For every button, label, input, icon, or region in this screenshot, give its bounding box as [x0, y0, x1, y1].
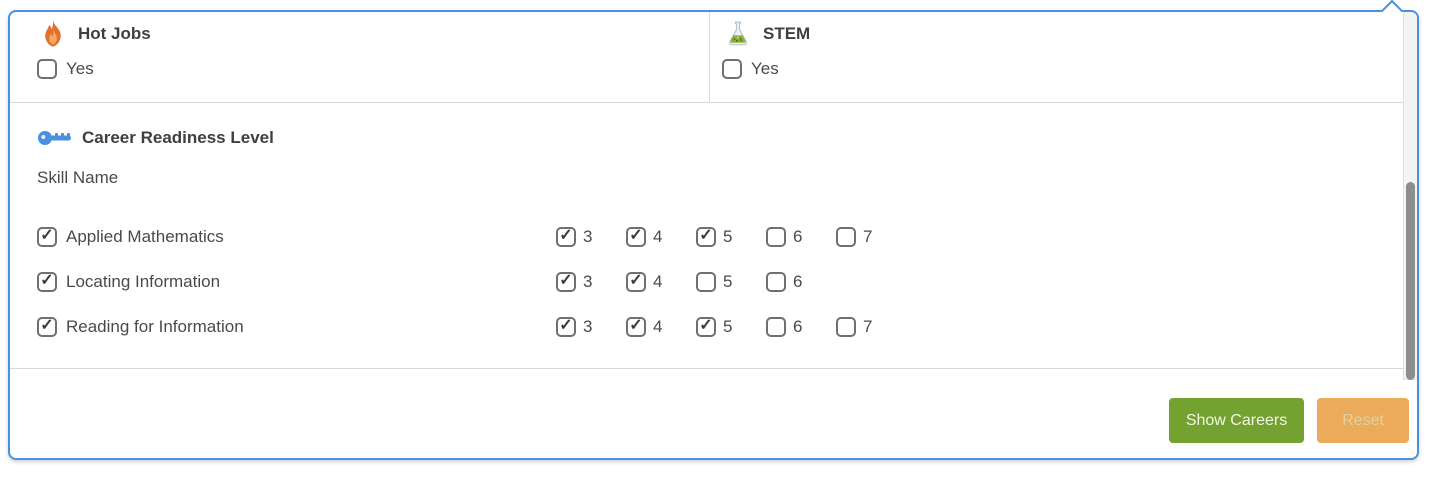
level-label: 4 — [653, 226, 663, 246]
stem-yes-option[interactable]: Yes — [722, 59, 779, 79]
level-option[interactable]: 7 — [836, 316, 906, 337]
level-label: 3 — [583, 316, 593, 336]
panel-footer: Show Careers Reset — [10, 368, 1417, 458]
level-label: 3 — [583, 271, 593, 291]
hot-jobs-yes-checkbox[interactable] — [37, 59, 57, 79]
level-checkbox[interactable] — [626, 226, 646, 247]
level-checkbox[interactable] — [836, 316, 856, 337]
level-label: 5 — [723, 316, 733, 336]
level-option[interactable]: 6 — [766, 226, 836, 247]
level-option[interactable]: 3 — [556, 271, 626, 292]
level-option[interactable]: 7 — [836, 226, 906, 247]
skill-locating-information-label: Locating Information — [66, 271, 221, 291]
skill-row-applied-mathematics: Applied Mathematics 3 4 5 — [37, 214, 1417, 259]
level-option[interactable]: 3 — [556, 226, 626, 247]
level-checkbox[interactable] — [766, 316, 786, 337]
hot-jobs-header: Hot Jobs — [37, 18, 709, 50]
fire-icon — [37, 19, 69, 49]
skill-row-locating-information: Locating Information 3 4 5 — [37, 259, 1417, 304]
level-label: 6 — [793, 226, 803, 246]
level-checkbox[interactable] — [766, 226, 786, 247]
skill-locating-information-checkbox[interactable] — [37, 271, 57, 292]
levels-reading-for-information: 3 4 5 6 — [556, 316, 906, 337]
stem-yes-checkbox[interactable] — [722, 59, 742, 79]
career-readiness-section: Career Readiness Level Skill Name Applie… — [10, 103, 1417, 368]
skill-reading-for-information-option[interactable]: Reading for Information — [37, 316, 556, 337]
level-label: 5 — [723, 226, 733, 246]
skill-applied-mathematics-checkbox[interactable] — [37, 226, 57, 247]
levels-locating-information: 3 4 5 6 — [556, 271, 836, 292]
skill-reading-for-information-label: Reading for Information — [66, 316, 244, 336]
level-option[interactable]: 5 — [696, 271, 766, 292]
stem-filter: STEM Yes — [710, 12, 1417, 102]
level-checkbox[interactable] — [696, 226, 716, 247]
quick-filters-row: Hot Jobs Yes — [10, 12, 1417, 103]
level-checkbox[interactable] — [766, 271, 786, 292]
hot-jobs-title: Hot Jobs — [78, 24, 151, 43]
level-option[interactable]: 6 — [766, 316, 836, 337]
level-option[interactable]: 6 — [766, 271, 836, 292]
skill-name-column-header: Skill Name — [37, 168, 119, 187]
level-label: 7 — [863, 226, 873, 246]
vertical-scrollbar-thumb[interactable] — [1406, 182, 1415, 380]
level-label: 4 — [653, 271, 663, 291]
level-option[interactable]: 3 — [556, 316, 626, 337]
skill-row-reading-for-information: Reading for Information 3 4 — [37, 304, 1417, 349]
career-filter-panel: Hot Jobs Yes — [8, 0, 1419, 460]
career-readiness-header: Career Readiness Level — [37, 127, 1417, 149]
level-option[interactable]: 4 — [626, 226, 696, 247]
levels-applied-mathematics: 3 4 5 6 — [556, 226, 906, 247]
level-checkbox[interactable] — [626, 271, 646, 292]
level-label: 6 — [793, 271, 803, 291]
skill-reading-for-information-checkbox[interactable] — [37, 316, 57, 337]
skill-applied-mathematics-option[interactable]: Applied Mathematics — [37, 226, 556, 247]
flask-icon — [722, 20, 754, 48]
career-readiness-title: Career Readiness Level — [82, 128, 274, 147]
level-checkbox[interactable] — [626, 316, 646, 337]
level-checkbox[interactable] — [696, 316, 716, 337]
hot-jobs-yes-option[interactable]: Yes — [37, 59, 94, 79]
hot-jobs-filter: Hot Jobs Yes — [10, 12, 710, 102]
level-label: 6 — [793, 316, 803, 336]
level-checkbox[interactable] — [556, 226, 576, 247]
skill-rows: Applied Mathematics 3 4 5 — [37, 214, 1417, 349]
level-label: 3 — [583, 226, 593, 246]
level-checkbox[interactable] — [836, 226, 856, 247]
stem-header: STEM — [722, 18, 1417, 50]
level-option[interactable]: 5 — [696, 316, 766, 337]
level-option[interactable]: 4 — [626, 271, 696, 292]
reset-button[interactable]: Reset — [1317, 398, 1409, 443]
level-checkbox[interactable] — [696, 271, 716, 292]
level-checkbox[interactable] — [556, 316, 576, 337]
key-icon — [37, 129, 73, 147]
vertical-scrollbar-track[interactable] — [1403, 12, 1417, 380]
skill-applied-mathematics-label: Applied Mathematics — [66, 226, 224, 246]
level-checkbox[interactable] — [556, 271, 576, 292]
hot-jobs-yes-label: Yes — [66, 59, 94, 78]
show-careers-button[interactable]: Show Careers — [1168, 398, 1305, 443]
level-label: 5 — [723, 271, 733, 291]
skill-locating-information-option[interactable]: Locating Information — [37, 271, 556, 292]
level-option[interactable]: 5 — [696, 226, 766, 247]
stem-yes-label: Yes — [751, 59, 779, 78]
stem-title: STEM — [763, 24, 811, 43]
level-label: 7 — [863, 316, 873, 336]
level-option[interactable]: 4 — [626, 316, 696, 337]
level-label: 4 — [653, 316, 663, 336]
